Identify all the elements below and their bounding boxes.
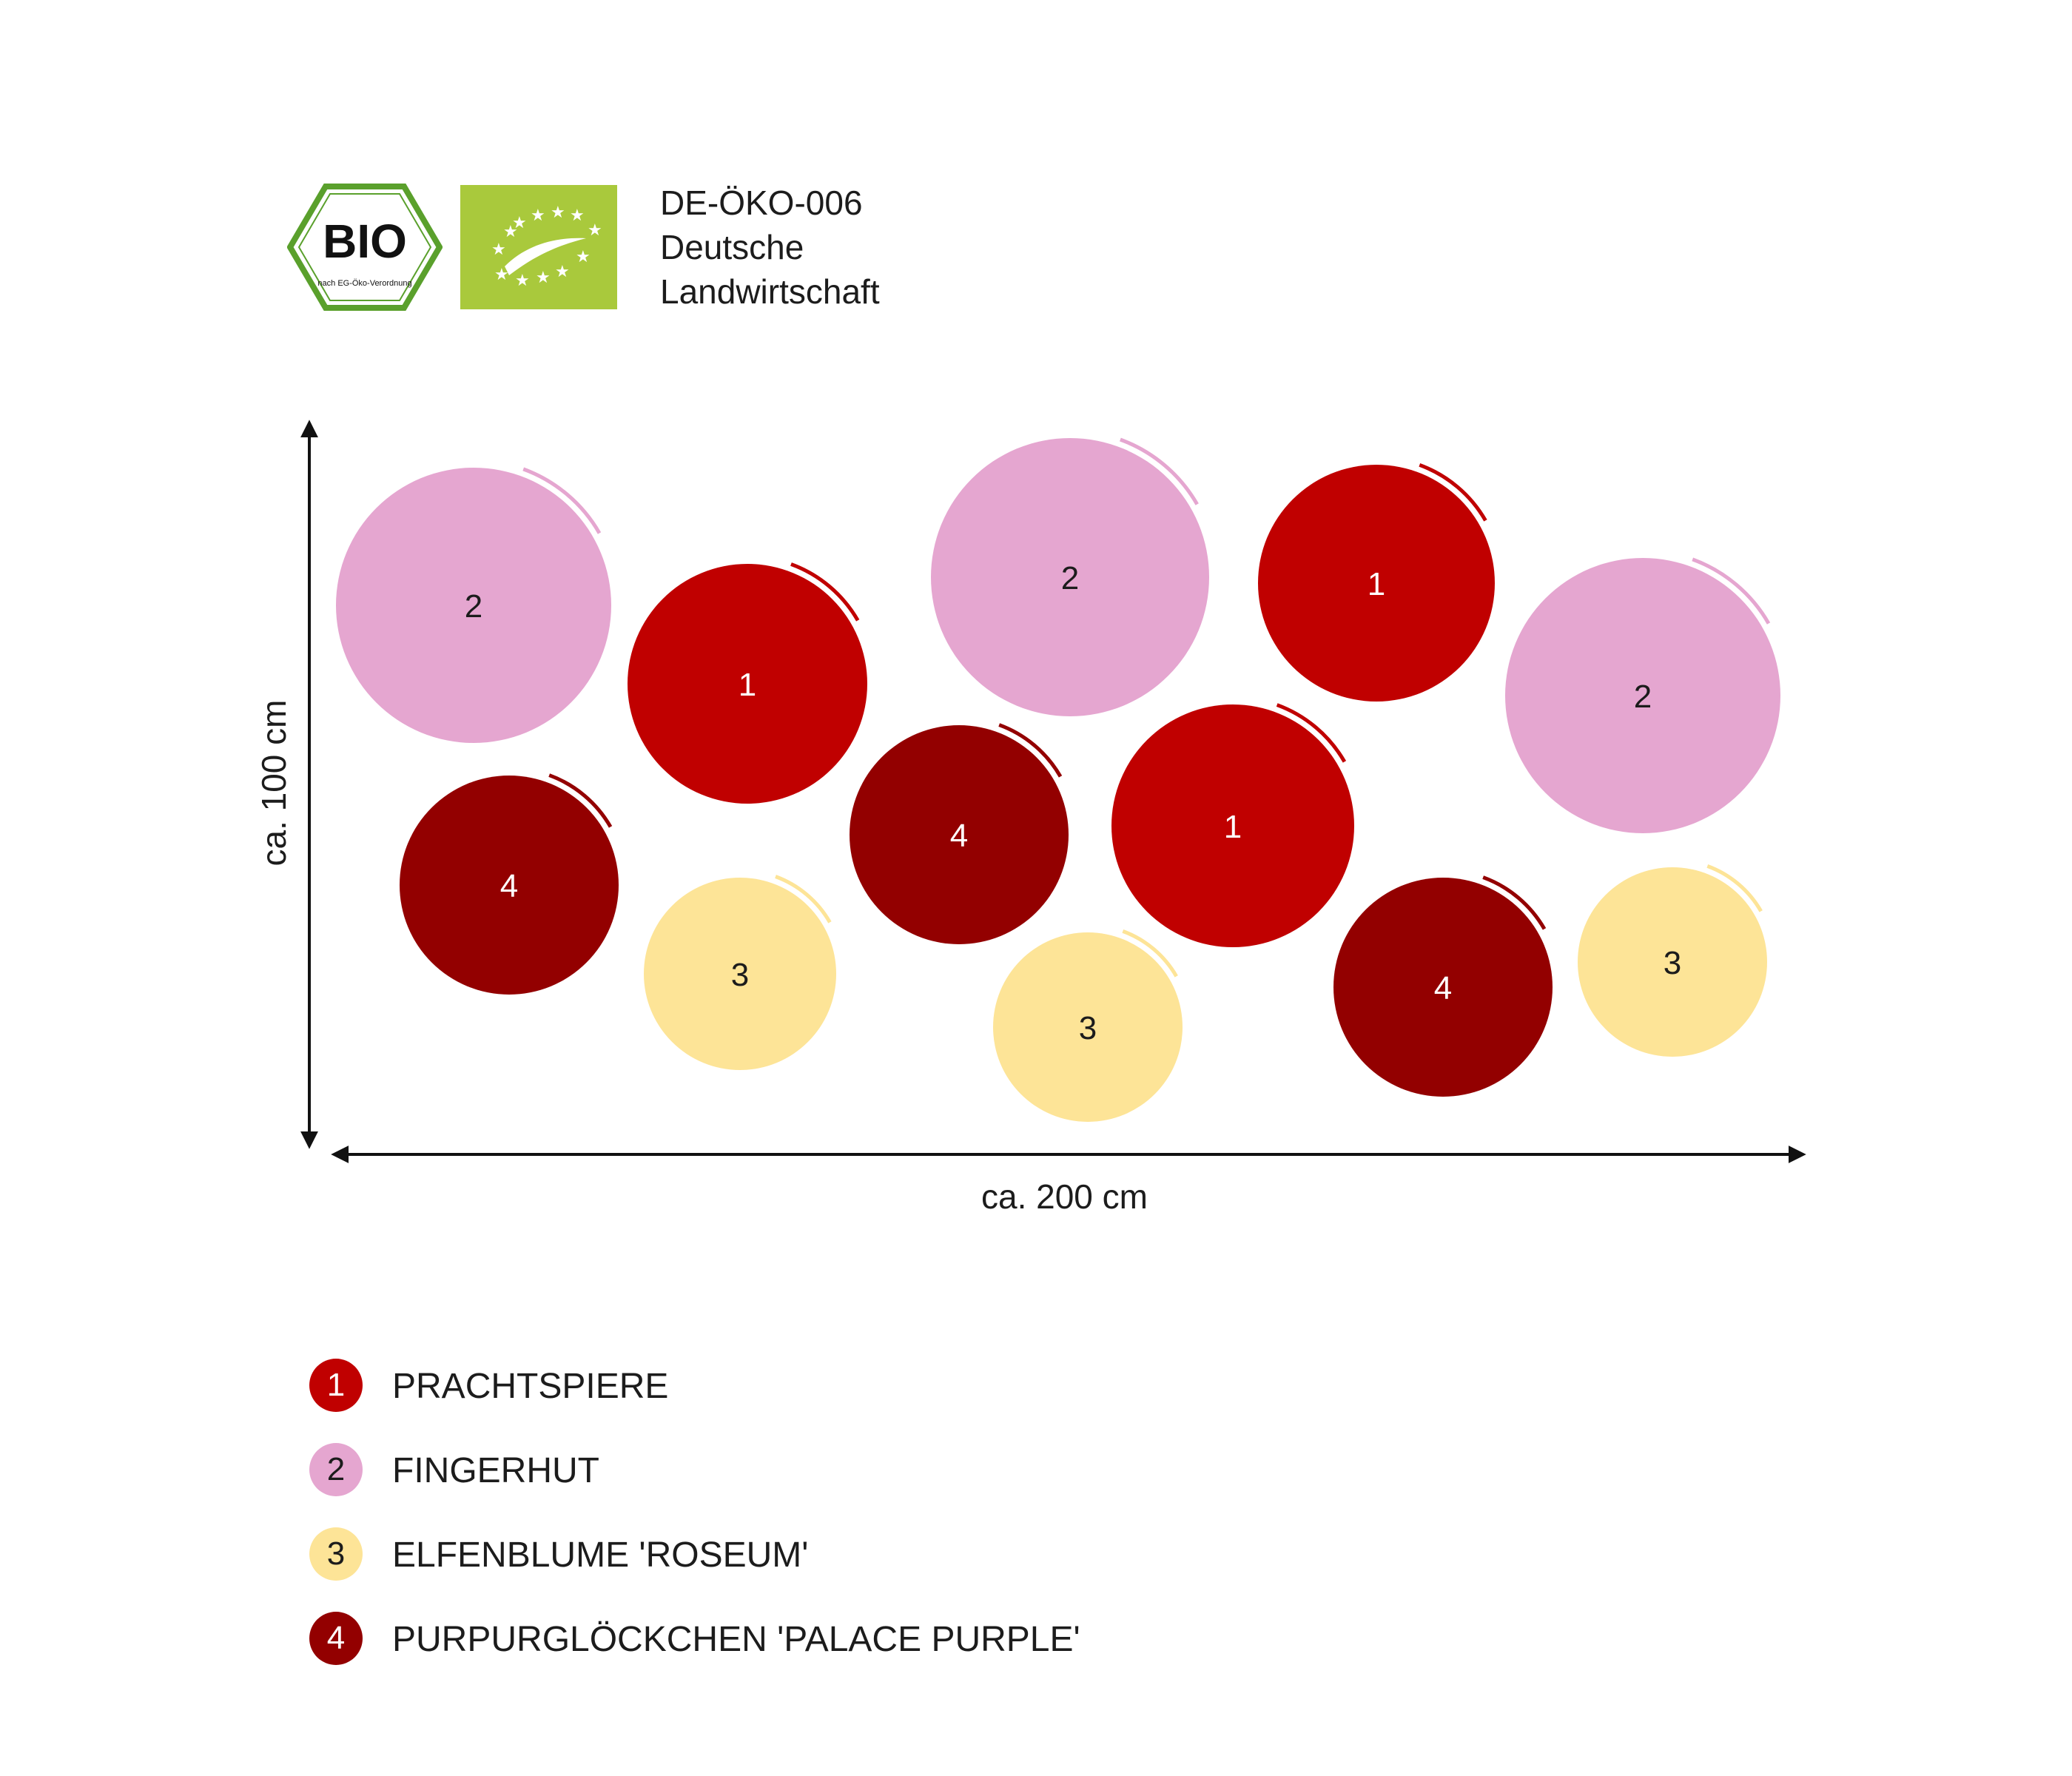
svg-text:★: ★ (551, 204, 565, 222)
bio-seal-logo: BIO nach EG-Öko-Verordnung (287, 184, 443, 311)
svg-text:★: ★ (536, 269, 551, 287)
svg-text:★: ★ (570, 206, 585, 225)
plant-circles: 2 1 2 1 2 4 3 4 1 3 4 3 (336, 437, 1780, 1122)
plant-circle-shape (1333, 878, 1553, 1097)
plant-circle-shape (644, 878, 836, 1070)
control-code: DE-ÖKO-006 (660, 184, 863, 222)
bio-seal-text: BIO (323, 215, 407, 268)
legend-swatch-2: 2 (309, 1443, 363, 1496)
origin-line-2: Landwirtschaft (660, 272, 880, 311)
brush-stroke-edge (1482, 875, 1547, 930)
brush-stroke-edge (1692, 557, 1771, 625)
legend-item: 2 FINGERHUT (309, 1443, 1345, 1498)
plant-circle-number: 4 (1434, 970, 1452, 1006)
legend-item: 1 PRACHTSPIERE (309, 1359, 1345, 1413)
legend-swatch-3: 3 (309, 1527, 363, 1581)
legend-swatch-4: 4 (309, 1612, 363, 1665)
legend-swatch-1: 1 (309, 1359, 363, 1412)
plant-circle-shape (993, 932, 1183, 1122)
legend-item: 4 PURPURGLÖCKCHEN 'PALACE PURPLE' (309, 1612, 1345, 1666)
plant-circle-3: 3 (644, 875, 836, 1070)
plant-circle-4: 4 (400, 773, 619, 995)
plant-circle-1: 1 (1258, 462, 1495, 702)
brush-stroke-edge (775, 875, 832, 924)
plant-circle-shape (1111, 704, 1354, 947)
plant-circle-4: 4 (1333, 875, 1553, 1097)
height-dimension-label: ca. 100 cm (255, 699, 293, 867)
plant-circle-2: 2 (931, 437, 1209, 716)
plant-circle-number: 3 (731, 957, 749, 993)
plant-circle-2: 2 (336, 467, 611, 743)
legend-label: PRACHTSPIERE (392, 1367, 669, 1406)
width-dimension-label: ca. 200 cm (981, 1177, 1148, 1216)
brush-stroke-edge (1120, 437, 1199, 505)
plant-circle-number: 4 (500, 868, 518, 904)
brush-stroke-edge (1706, 864, 1763, 912)
brush-stroke-edge (790, 562, 860, 622)
legend-label: PURPURGLÖCKCHEN 'PALACE PURPLE' (392, 1620, 1080, 1659)
plant-circle-shape (850, 725, 1069, 944)
eu-leaf-stars-icon: ★ ★ ★ ★ ★ ★ ★ ★ ★ ★ ★ ★ (491, 204, 602, 290)
svg-text:★: ★ (588, 221, 602, 240)
origin-line-1: Deutsche (660, 228, 804, 266)
eu-organic-leaf-logo: ★ ★ ★ ★ ★ ★ ★ ★ ★ ★ ★ ★ (460, 185, 617, 309)
svg-text:★: ★ (576, 248, 591, 266)
svg-text:★: ★ (555, 263, 570, 281)
plant-circle-1: 1 (628, 562, 867, 804)
plant-circle-number: 1 (1368, 566, 1385, 602)
plant-circle-3: 3 (1578, 864, 1767, 1057)
plant-circle-number: 1 (739, 667, 756, 703)
plant-circle-shape (1505, 558, 1780, 833)
plant-circle-shape (931, 438, 1209, 716)
plant-circle-number: 4 (950, 818, 968, 854)
plant-circle-2: 2 (1505, 557, 1780, 833)
plant-circle-number: 2 (1061, 560, 1079, 596)
plant-circle-3: 3 (993, 929, 1183, 1122)
brush-stroke-edge (1122, 929, 1178, 978)
svg-text:★: ★ (494, 266, 509, 284)
svg-text:★: ★ (491, 240, 506, 259)
plant-circle-number: 1 (1224, 809, 1242, 845)
legend-label: ELFENBLUME 'ROSEUM' (392, 1536, 809, 1575)
plant-circle-shape (1258, 465, 1495, 702)
certification-text: DE-ÖKO-006 Deutsche Landwirtschaft (660, 181, 880, 314)
plant-circle-shape (336, 468, 611, 743)
plant-circle-4: 4 (850, 723, 1069, 944)
bio-seal-subtext: nach EG-Öko-Verordnung (317, 279, 411, 288)
svg-text:★: ★ (515, 272, 530, 290)
legend-label: FINGERHUT (392, 1451, 599, 1490)
svg-text:★: ★ (512, 214, 527, 232)
brush-stroke-edge (998, 723, 1063, 778)
plant-circle-1: 1 (1111, 703, 1354, 947)
brush-stroke-edge (1419, 462, 1487, 522)
svg-text:★: ★ (531, 206, 545, 225)
legend-item: 3 ELFENBLUME 'ROSEUM' (309, 1527, 1345, 1582)
brush-stroke-edge (1276, 703, 1347, 763)
svg-text:★: ★ (503, 223, 518, 241)
brush-stroke-edge (548, 773, 613, 828)
plant-circle-shape (400, 776, 619, 995)
brush-stroke-edge (522, 467, 602, 534)
plant-circle-number: 2 (1634, 679, 1652, 715)
plant-circle-number: 2 (465, 588, 482, 625)
plant-circle-number: 3 (1079, 1010, 1097, 1046)
plant-circle-shape (1578, 867, 1767, 1057)
plant-circle-shape (628, 564, 867, 804)
plant-circle-number: 3 (1664, 945, 1681, 981)
